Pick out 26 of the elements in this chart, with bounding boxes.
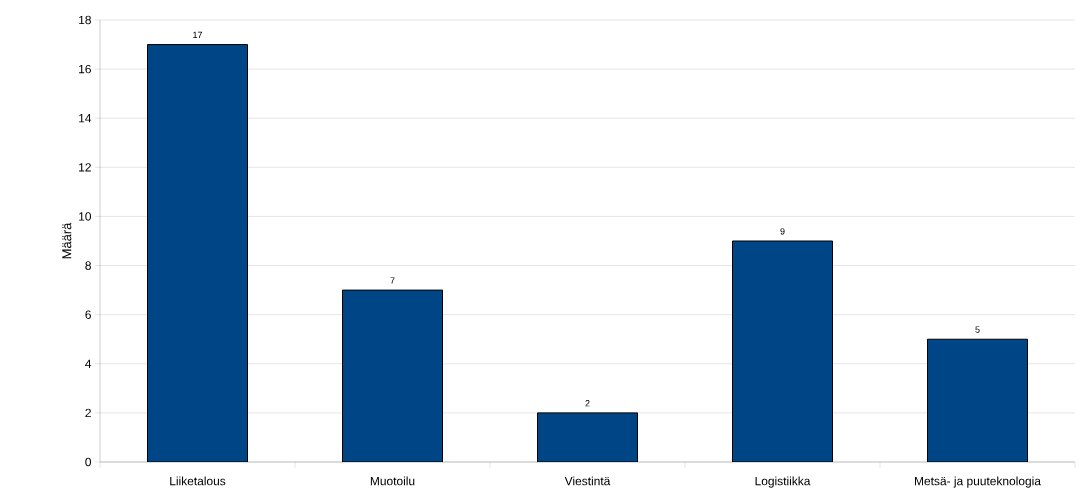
bar	[537, 412, 638, 462]
y-tick-label: 2	[85, 408, 91, 418]
x-tick-label: Muotoilu	[370, 476, 415, 486]
y-axis-title: Määrä	[62, 222, 72, 259]
x-tick-label: Metsä- ja puuteknologia	[915, 476, 1041, 488]
y-tick-label: 16	[79, 64, 91, 74]
x-tick-label: Viestintä	[564, 476, 611, 486]
y-tick-label: 10	[79, 212, 92, 221]
x-tick-label: Liiketalous	[170, 476, 226, 486]
data-label: 2	[585, 400, 590, 407]
y-tick-label: 18	[79, 15, 91, 25]
data-label: 9	[780, 228, 785, 235]
y-tick-label: 14	[79, 114, 92, 123]
bar	[732, 240, 834, 462]
x-tick-label: Logistiikka	[755, 476, 811, 488]
y-tick-label: 12	[79, 163, 91, 172]
y-tick-label: 4	[85, 359, 92, 368]
data-label: 5	[975, 326, 980, 333]
data-label: 7	[390, 277, 395, 284]
y-tick-label: 6	[85, 310, 91, 319]
data-label: 17	[193, 31, 203, 39]
bar	[342, 289, 443, 462]
bar	[147, 44, 248, 462]
y-tick-label: 0	[85, 457, 92, 467]
y-tick-label: 8	[85, 261, 91, 270]
bar	[927, 338, 1029, 462]
